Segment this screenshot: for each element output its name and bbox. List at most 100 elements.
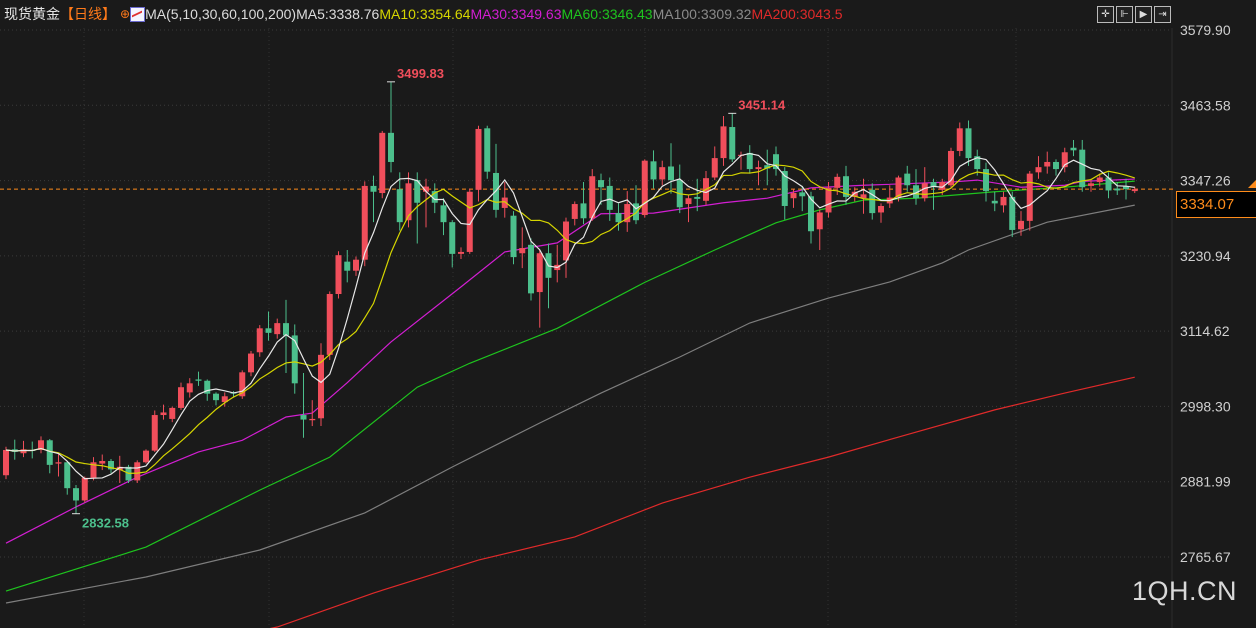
candle-body <box>151 415 158 451</box>
play-icon[interactable]: ▶ <box>1135 6 1152 23</box>
candle <box>694 178 701 212</box>
candle-body <box>116 466 123 471</box>
candle-body <box>1131 189 1138 192</box>
candle <box>475 125 482 202</box>
candle <box>326 291 333 361</box>
candle <box>335 251 342 299</box>
candle-body <box>1018 220 1024 230</box>
candle <box>248 350 254 377</box>
candle <box>134 460 141 484</box>
candle <box>370 175 377 223</box>
candle <box>808 191 814 244</box>
candle <box>1105 172 1112 199</box>
candle <box>1035 156 1042 179</box>
candle-body <box>361 185 368 260</box>
extreme-annotations: 3499.83 3451.14 2832.58 <box>72 66 786 531</box>
candle-body <box>178 387 184 408</box>
candle <box>1079 139 1086 192</box>
candle-body <box>851 191 858 197</box>
candle <box>720 116 727 166</box>
candle-body <box>991 200 998 204</box>
candle-body <box>1105 177 1112 191</box>
candle-body <box>948 150 954 186</box>
exit-icon[interactable]: ⇥ <box>1154 6 1171 23</box>
candle-body <box>326 294 333 355</box>
candle-body <box>668 166 674 181</box>
candle <box>519 227 526 269</box>
candle-body <box>344 261 351 271</box>
candle-body <box>711 158 718 178</box>
candle-body <box>458 251 464 254</box>
candle <box>318 343 324 427</box>
candle <box>414 172 421 244</box>
candle-body <box>781 171 788 206</box>
candle <box>405 172 412 228</box>
candle <box>851 187 858 202</box>
current-price-marker-icon <box>1248 180 1256 188</box>
candle <box>1000 191 1007 213</box>
candle-body <box>816 212 823 230</box>
candle-body <box>1088 183 1094 186</box>
candle-body <box>108 460 114 470</box>
candle-body <box>965 128 972 159</box>
candle <box>860 178 867 214</box>
candle <box>344 249 351 283</box>
ma100-line <box>5 204 1135 604</box>
candle-body <box>650 161 657 180</box>
ma-indicator-icon[interactable] <box>130 6 146 22</box>
candle <box>143 449 149 464</box>
candle <box>991 191 998 212</box>
candle <box>816 209 823 250</box>
candle <box>256 325 263 357</box>
candle <box>974 149 981 176</box>
candle <box>265 311 272 341</box>
candle <box>755 160 762 186</box>
candle-body <box>930 182 937 188</box>
candle <box>64 460 71 495</box>
candle-body <box>46 440 53 465</box>
crosshair-circle-icon[interactable]: ⊕ <box>120 7 131 21</box>
candle-body <box>186 383 193 393</box>
candle <box>711 146 718 181</box>
candle <box>589 169 596 221</box>
candle-body <box>685 198 692 205</box>
candle <box>668 143 674 194</box>
candle <box>283 299 289 373</box>
candle <box>458 247 464 260</box>
candle <box>291 324 298 394</box>
candle <box>178 382 184 410</box>
candle-body <box>423 186 429 192</box>
candle-body <box>606 185 613 210</box>
candle-body <box>519 248 526 254</box>
candle <box>1114 182 1121 195</box>
candle-body <box>764 165 771 169</box>
candle <box>563 217 569 278</box>
candle <box>108 459 114 474</box>
candle <box>73 484 79 514</box>
candle <box>878 203 884 223</box>
period-selector[interactable]: 【日线】 <box>60 6 116 22</box>
candle <box>528 238 534 301</box>
chart-toolbar: ✛ ⊩ ▶ ⇥ <box>1097 6 1171 23</box>
candle-body <box>913 185 919 199</box>
candle-body <box>99 460 106 464</box>
candle <box>449 220 456 268</box>
candle-body <box>615 213 622 223</box>
candle-body <box>878 205 884 213</box>
short-moving-averages <box>5 152 1135 480</box>
extreme-label: 3499.83 <box>397 66 444 81</box>
candle <box>11 439 18 460</box>
candle-body <box>431 191 438 203</box>
candle-body <box>983 169 989 192</box>
candle <box>571 201 578 226</box>
zoom-start-icon[interactable]: ⊩ <box>1116 6 1133 23</box>
candle-body <box>440 205 447 223</box>
candle <box>545 243 552 309</box>
ma-params[interactable]: MA(5,10,30,60,100,200) <box>145 6 297 22</box>
ma200-value: MA200:3043.5 <box>751 6 843 22</box>
candle <box>396 172 403 231</box>
candle-body <box>274 323 281 335</box>
crosshair-icon[interactable]: ✛ <box>1097 6 1114 23</box>
candle-body <box>475 128 482 190</box>
